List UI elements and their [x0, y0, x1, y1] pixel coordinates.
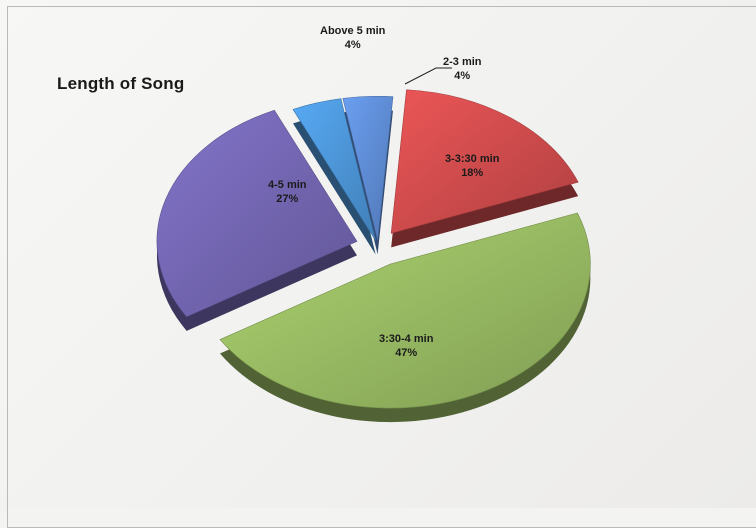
pie-slice-2-3-min: [342, 95, 394, 255]
slice-label-3-30-4-min: 3:30-4 min 47%: [379, 332, 433, 360]
pie-slice-3-3-30-min: [390, 89, 579, 248]
leader-line-2-3-min: [404, 67, 452, 85]
slice-label-2-3-min: 2-3 min 4%: [443, 55, 482, 83]
slice-name: 2-3 min: [443, 56, 482, 68]
pie-slice-4-5-min: [156, 109, 358, 331]
slice-label-3-3-30-min: 3-3:30 min 18%: [445, 152, 499, 180]
pie-slice-above-5-min: [292, 98, 376, 255]
pie-slice-top: [292, 98, 376, 241]
slice-percent: 4%: [344, 39, 361, 51]
slice-name: 3:30-4 min: [379, 333, 434, 345]
slice-percent: 18%: [461, 167, 484, 179]
pie-slices: [156, 89, 591, 423]
slice-percent: 4%: [454, 70, 471, 82]
slice-name: 3-3:30 min: [445, 153, 500, 165]
pie-slice-top: [342, 95, 394, 241]
slice-percent: 47%: [395, 347, 418, 359]
pie-slice-top: [390, 89, 579, 234]
pie-slice-3-30-4-min: [219, 212, 591, 423]
pie-slice-side: [293, 112, 376, 255]
slice-name: 4-5 min: [268, 179, 307, 191]
slice-label-above-5-min: Above 5 min 4%: [320, 24, 385, 52]
pie-slice-top: [219, 212, 591, 409]
slice-name: Above 5 min: [320, 25, 386, 37]
pie-chart: [156, 67, 591, 423]
slice-percent: 27%: [276, 193, 299, 205]
pie-slice-top: [156, 109, 358, 318]
slice-label-4-5-min: 4-5 min 27%: [268, 178, 307, 206]
chart-title: Length of Song: [57, 74, 185, 93]
